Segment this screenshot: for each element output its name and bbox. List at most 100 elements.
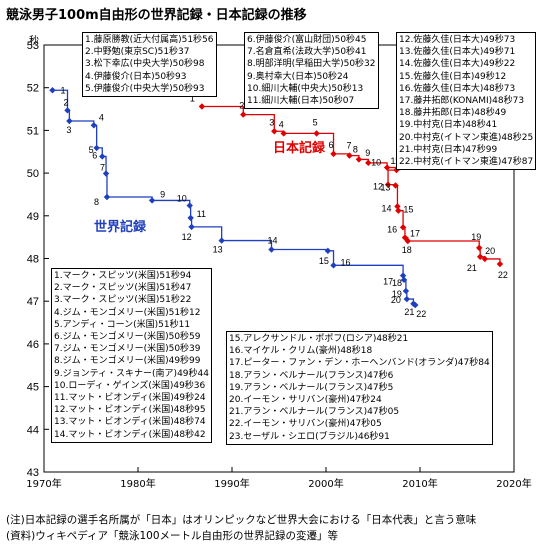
record-entry: 20.イーモン・サリバン(豪州)47秒24 bbox=[229, 395, 382, 406]
record-entry: 8.明部洋明(早稲田大学)50秒32 bbox=[247, 59, 376, 70]
data-point-world bbox=[218, 237, 225, 244]
record-entry: 15.佐藤久佳(日本)49秒12 bbox=[399, 71, 507, 82]
x-tick-label: 2010年 bbox=[402, 477, 437, 490]
record-entry: 22.イーモン・サリバン(豪州)47秒05 bbox=[229, 419, 382, 430]
data-point-japan bbox=[392, 182, 399, 189]
data-point-japan bbox=[394, 203, 401, 210]
series-line-japan bbox=[201, 105, 501, 265]
data-label-japan: 7 bbox=[347, 141, 352, 151]
x-tick-label: 2000年 bbox=[308, 477, 343, 490]
data-label-world: 4 bbox=[99, 112, 104, 122]
record-entry: 11.細川大輔(日本)50秒07 bbox=[247, 96, 355, 107]
data-point-japan bbox=[476, 244, 483, 252]
data-point-world bbox=[268, 246, 275, 253]
world-records-box-1: 1.マーク・スピッツ(米国)51秒94 2.マーク・スピッツ(米国)51秒47 3.… bbox=[51, 268, 212, 443]
record-entry: 12.佐藤久佳(日本大)49秒73 bbox=[399, 35, 516, 45]
note-line: (注)日本記録の選手名所属が「日本」はオリンピックなど世界大会における「日本代表… bbox=[6, 514, 477, 526]
data-label-japan: 19 bbox=[471, 232, 481, 242]
data-point-world bbox=[187, 214, 194, 222]
series-label-japan: 日本記録 bbox=[273, 141, 326, 156]
data-point-world bbox=[102, 170, 110, 177]
record-entry: 21.アラン・ベルナール(フランス)47秒05 bbox=[229, 407, 400, 418]
data-point-japan bbox=[401, 234, 409, 241]
y-tick-label: 43 bbox=[27, 467, 39, 479]
data-point-world bbox=[64, 107, 71, 114]
data-label-world: 9 bbox=[160, 189, 165, 199]
data-label-world: 7 bbox=[100, 163, 105, 173]
data-point-japan bbox=[280, 130, 287, 137]
record-entry: 19.中村克(日本)48秒41 bbox=[399, 120, 498, 131]
record-entry: 10.細川大輔(中央大)50秒13 bbox=[247, 83, 364, 94]
record-entry: 23.セーザル・シエロ(ブラジル)46秒91 bbox=[229, 431, 390, 442]
data-point-japan bbox=[383, 164, 391, 171]
record-entry: 17.ピーター・ファン・デン・ホーヘンバンド(オランダ)47秒84 bbox=[229, 358, 490, 369]
notes: (注)日本記録の選手名所属が「日本」はオリンピックなど世界大会における「日本代表… bbox=[6, 512, 476, 544]
data-label-world: 13 bbox=[213, 245, 223, 255]
record-entry: 7.名倉直希(法政大学)50秒41 bbox=[247, 47, 367, 58]
record-entry: 7.ジム・モンゴメリー(米国)50秒39 bbox=[54, 344, 201, 355]
data-point-japan bbox=[355, 156, 363, 163]
data-point-world bbox=[403, 295, 411, 303]
data-point-world bbox=[324, 247, 332, 255]
data-label-world: 20 bbox=[391, 295, 401, 305]
record-entry: 18.アラン・ベルナール(フランス)47秒6 bbox=[229, 370, 394, 381]
x-tick-label: 1990年 bbox=[214, 477, 249, 490]
x-tick-label: 1980年 bbox=[120, 477, 155, 490]
data-point-japan bbox=[496, 260, 504, 268]
record-entry: 13.佐藤久佳(日本大)49秒71 bbox=[399, 47, 516, 58]
data-point-world bbox=[90, 122, 98, 129]
data-point-world bbox=[103, 193, 111, 201]
world-records-box-2: 15.アレクサンドル・ポポフ(ロシア)48秒21 16.マイケル・クリム(豪州)4… bbox=[226, 331, 493, 445]
data-label-world: 15 bbox=[319, 256, 329, 266]
y-tick-label: 47 bbox=[27, 296, 39, 308]
data-label-world: 19 bbox=[392, 289, 402, 299]
record-entry: 10.ローディ・ゲインズ(米国)49秒36 bbox=[54, 380, 206, 391]
record-entry: 9.ジョンティ・スキナー(南ア)49秒44 bbox=[54, 368, 209, 379]
data-label-world: 8 bbox=[94, 197, 99, 207]
data-label-world: 14 bbox=[267, 236, 277, 246]
japan-records-box-1: 1.藤原勝教(近大付属高)51秒56 2.中野勉(東京SC)51秒37 3.松下幸広… bbox=[82, 32, 217, 98]
y-tick-label: 48 bbox=[27, 254, 39, 266]
japan-records-box-3: 12.佐藤久佳(日本大)49秒73 13.佐藤久佳(日本大)49秒71 14.佐藤久… bbox=[396, 32, 537, 171]
data-point-japan bbox=[384, 181, 392, 188]
data-point-japan bbox=[198, 103, 206, 110]
y-tick-label: 44 bbox=[27, 424, 39, 436]
record-entry: 17.藤井拓郎(KONAMI)48秒73 bbox=[399, 96, 525, 107]
record-entry: 5.アンディ・コーン(米国)51秒11 bbox=[54, 319, 191, 330]
data-label-world: 18 bbox=[392, 278, 402, 288]
x-tick-label: 2020年 bbox=[496, 477, 531, 490]
data-label-world: 21 bbox=[404, 307, 414, 317]
data-label-japan: 16 bbox=[387, 224, 397, 234]
data-label-world: 10 bbox=[177, 194, 187, 204]
data-label-japan: 2 bbox=[239, 101, 244, 111]
data-point-japan bbox=[240, 111, 247, 118]
data-point-japan bbox=[395, 207, 402, 214]
record-entry: 13.マット・ビオンディ(米国)48秒74 bbox=[54, 417, 206, 428]
record-entry: 6.伊藤俊介(富山財団)50秒45 bbox=[247, 35, 367, 45]
data-label-japan: 11 bbox=[391, 156, 400, 166]
data-label-japan: 20 bbox=[485, 246, 495, 256]
data-point-world bbox=[49, 87, 56, 94]
data-label-world: 6 bbox=[92, 150, 97, 160]
chart-title: 競泳男子100m自由形の世界記録・日本記録の推移 bbox=[6, 8, 307, 23]
data-point-world bbox=[399, 272, 407, 279]
record-entry: 4.ジム・モンゴメリー(米国)51秒12 bbox=[54, 307, 201, 318]
data-label-world: 3 bbox=[66, 125, 71, 135]
record-entry: 20.中村克(イトマン東進)48秒25 bbox=[399, 132, 534, 143]
data-label-world: 22 bbox=[416, 309, 426, 319]
record-entry: 21.中村克(日本)47秒99 bbox=[399, 144, 498, 155]
data-label-japan: 4 bbox=[279, 119, 284, 129]
x-tick-label: 1970年 bbox=[26, 477, 61, 490]
data-label-japan: 14 bbox=[381, 203, 391, 213]
record-entry: 18.藤井拓郎(日本)48秒49 bbox=[399, 108, 507, 119]
record-entry: 14.マット・ビオンディ(米国)48秒42 bbox=[54, 429, 206, 440]
y-tick-label: 46 bbox=[27, 339, 39, 351]
data-point-japan bbox=[330, 150, 337, 158]
data-point-japan bbox=[481, 255, 489, 263]
data-label-japan: 22 bbox=[498, 270, 508, 280]
data-point-world bbox=[402, 287, 410, 295]
data-point-world bbox=[93, 144, 100, 152]
record-entry: 1.藤原勝教(近大付属高)51秒56 bbox=[85, 35, 214, 45]
record-entry: 2.中野勉(東京SC)51秒37 bbox=[85, 47, 190, 58]
